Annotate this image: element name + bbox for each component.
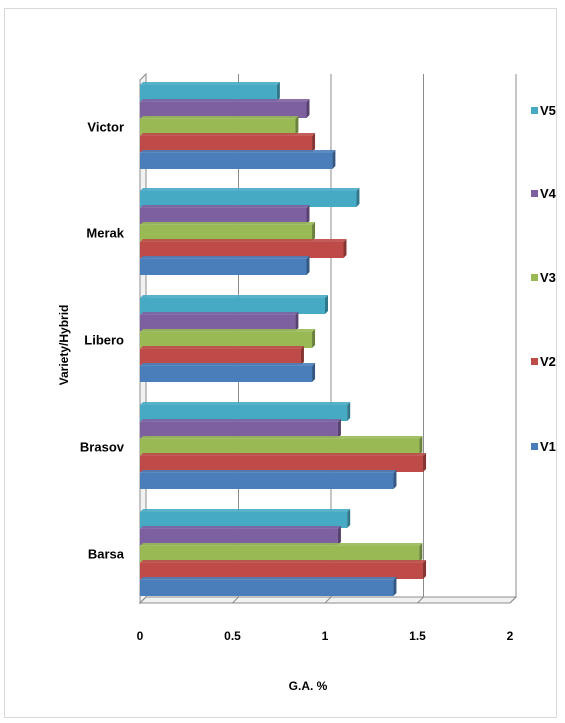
bar-merak-v4 bbox=[140, 205, 310, 224]
bar-barsa-v1 bbox=[140, 577, 397, 596]
legend-item-v4: V4 bbox=[531, 186, 557, 201]
bar-merak-v3 bbox=[140, 222, 316, 241]
bar-brasov-v1 bbox=[140, 470, 397, 489]
bar-libero-v4 bbox=[140, 312, 299, 331]
legend-label: V4 bbox=[540, 186, 557, 201]
bar-victor-v4 bbox=[140, 99, 310, 118]
x-tick-label: 2 bbox=[507, 629, 514, 643]
legend-swatch bbox=[531, 358, 538, 365]
gridline-foot bbox=[417, 596, 424, 604]
legend-label: V1 bbox=[540, 439, 556, 454]
gridline-foot bbox=[509, 596, 517, 604]
category-label: Libero bbox=[84, 333, 124, 348]
legend-item-v2: V2 bbox=[531, 354, 556, 369]
x-tick-label: 0.5 bbox=[224, 629, 241, 643]
bar-libero-v2 bbox=[140, 346, 304, 365]
x-axis-title: G.A. % bbox=[289, 679, 328, 693]
bar-barsa-v4 bbox=[140, 526, 341, 545]
category-label: Victor bbox=[87, 120, 124, 135]
legend-item-v1: V1 bbox=[531, 439, 556, 454]
category-label: Brasov bbox=[80, 440, 125, 455]
legend-swatch bbox=[531, 274, 538, 281]
bar-barsa-v3 bbox=[140, 543, 423, 562]
y-axis-title: Variety/Hybrid bbox=[57, 305, 71, 386]
bar-victor-v2 bbox=[140, 133, 316, 152]
category-label: Barsa bbox=[88, 547, 125, 562]
bar-brasov-v3 bbox=[140, 436, 423, 455]
bar-barsa-v5 bbox=[140, 509, 351, 528]
legend-item-v5: V5 bbox=[531, 103, 556, 118]
legend-swatch bbox=[531, 190, 538, 197]
gridline-foot bbox=[324, 596, 332, 604]
labels-layer: 0 0.5 1 1.5 2 Barsa Brasov Libero Merak Victor bbox=[80, 120, 514, 644]
legend-swatch bbox=[531, 107, 538, 114]
bar-brasov-v2 bbox=[140, 453, 427, 472]
legend-item-v3: V3 bbox=[531, 270, 556, 285]
bar-brasov-v5 bbox=[140, 402, 351, 421]
bar-victor-v3 bbox=[140, 116, 299, 135]
legend: V5 V4 V3 V2 V1 bbox=[531, 103, 557, 454]
x-tick-label: 0 bbox=[137, 629, 144, 643]
category-label: Merak bbox=[86, 226, 124, 241]
bar-brasov-v4 bbox=[140, 419, 341, 438]
gridline-foot bbox=[139, 596, 147, 604]
bar-libero-v3 bbox=[140, 329, 316, 348]
legend-swatch bbox=[531, 443, 538, 450]
legend-label: V5 bbox=[540, 103, 556, 118]
bar-victor-v1 bbox=[140, 150, 336, 169]
bar-victor-v5 bbox=[140, 82, 280, 101]
bar-merak-v5 bbox=[140, 188, 360, 207]
x-tick-label: 1.5 bbox=[409, 629, 426, 643]
x-tick-label: 1 bbox=[322, 629, 329, 643]
bars-layer bbox=[140, 82, 427, 596]
legend-label: V2 bbox=[540, 354, 556, 369]
bar-libero-v1 bbox=[140, 363, 316, 382]
bar-libero-v5 bbox=[140, 295, 328, 314]
bar-barsa-v2 bbox=[140, 560, 427, 579]
bar-merak-v1 bbox=[140, 256, 310, 275]
bar-merak-v2 bbox=[140, 239, 347, 258]
legend-label: V3 bbox=[540, 270, 556, 285]
chart-frame bbox=[4, 8, 557, 718]
gridline-foot bbox=[232, 596, 239, 604]
